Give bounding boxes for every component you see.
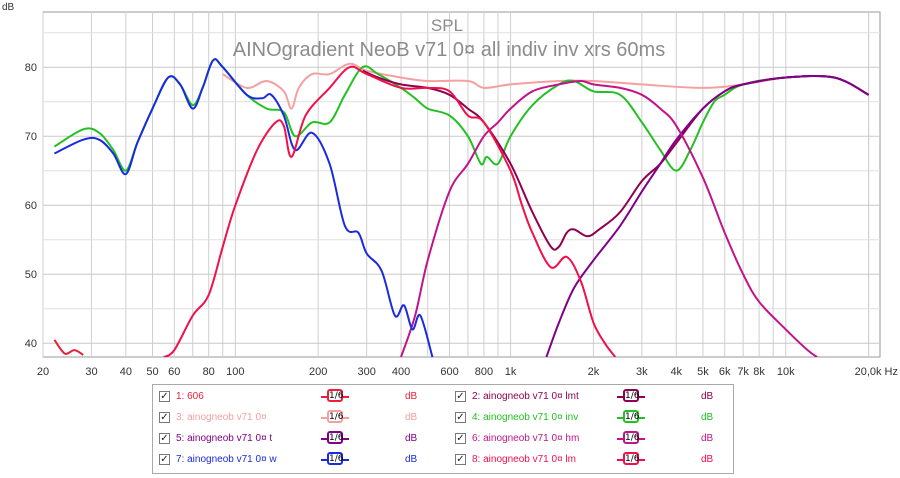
smoothing-button[interactable]: 1/6 <box>617 410 645 424</box>
x-axis: 20 30 40 50 60 80 100 200 300 400 600 800 1k 2k 3k 4k 5k… <box>37 366 898 378</box>
legend-item[interactable]: ✓ 4: ainogneob v71 0¤ inv 1/6 dB <box>455 409 735 427</box>
smoothing-label: 1/6 <box>327 410 344 423</box>
smoothing-label: 1/6 <box>623 389 640 402</box>
legend-label: 7: ainogneob v71 0¤ w <box>176 454 277 465</box>
legend-unit: dB <box>405 412 418 423</box>
legend: ✓ 1: 606 1/6 dB ✓ 2: ainogneob v71 0¤ lmt 1/6 d… <box>152 384 734 474</box>
y-tick-label: 80 <box>25 62 37 74</box>
smoothing-label: 1/6 <box>623 452 640 465</box>
legend-label: 1: 606 <box>176 391 204 402</box>
legend-checkbox[interactable]: ✓ <box>159 433 170 444</box>
x-tick-label: 50 <box>146 366 158 378</box>
legend-label: 4: ainogneob v71 0¤ inv <box>472 412 579 423</box>
legend-checkbox[interactable]: ✓ <box>159 454 170 465</box>
legend-checkbox[interactable]: ✓ <box>455 454 466 465</box>
legend-checkbox[interactable]: ✓ <box>159 391 170 402</box>
y-axis-label: dB <box>2 2 15 13</box>
legend-unit: dB <box>701 433 714 444</box>
plot-frame <box>42 11 881 358</box>
x-tick-label: 5k <box>697 366 709 378</box>
legend-checkbox[interactable]: ✓ <box>455 433 466 444</box>
x-tick-label: 60 <box>168 366 180 378</box>
series-line <box>163 65 617 357</box>
grid <box>42 12 880 357</box>
series-line <box>53 339 84 356</box>
legend-item[interactable]: ✓ 5: ainogneob v71 0¤ t 1/6 dB <box>159 430 439 448</box>
legend-label: 8: ainogneob v71 0¤ lm <box>472 454 576 465</box>
smoothing-button[interactable]: 1/6 <box>321 410 349 424</box>
x-tick-label: 30 <box>85 366 97 378</box>
smoothing-button[interactable]: 1/6 <box>321 452 349 466</box>
x-tick-label: 300 <box>357 366 375 378</box>
series-line <box>53 58 434 357</box>
smoothing-label: 1/6 <box>623 410 640 423</box>
x-tick-label: 200 <box>309 366 327 378</box>
legend-item[interactable]: ✓ 6: ainogneob v71 0¤ hm 1/6 dB <box>455 430 735 448</box>
y-tick-label: 40 <box>25 338 37 350</box>
x-tick-label: 100 <box>226 366 244 378</box>
x-tick-label: 20 <box>37 366 49 378</box>
x-tick-label: 7k <box>737 366 749 378</box>
x-tick-label: 20,0k Hz <box>855 366 898 378</box>
legend-item[interactable]: ✓ 1: 606 1/6 dB <box>159 388 439 406</box>
smoothing-button[interactable]: 1/6 <box>617 452 645 466</box>
legend-unit: dB <box>405 391 418 402</box>
legend-label: 3: ainogneob v71 0¤ <box>176 412 267 423</box>
y-tick-label: 50 <box>25 269 37 281</box>
legend-label: 6: ainogneob v71 0¤ hm <box>472 433 580 444</box>
y-tick-label: 70 <box>25 131 37 143</box>
legend-unit: dB <box>405 433 418 444</box>
x-tick-label: 10k <box>777 366 795 378</box>
y-tick-label: 60 <box>25 200 37 212</box>
x-tick-label: 80 <box>203 366 215 378</box>
x-tick-label: 1k <box>505 366 517 378</box>
series-group <box>53 58 870 357</box>
x-tick-label: 600 <box>440 366 458 378</box>
legend-item[interactable]: ✓ 2: ainogneob v71 0¤ lmt 1/6 dB <box>455 388 735 406</box>
x-tick-label: 3k <box>636 366 648 378</box>
smoothing-label: 1/6 <box>327 431 344 444</box>
x-tick-label: 8k <box>753 366 765 378</box>
smoothing-button[interactable]: 1/6 <box>321 389 349 403</box>
smoothing-label: 1/6 <box>623 431 640 444</box>
legend-checkbox[interactable]: ✓ <box>455 391 466 402</box>
smoothing-label: 1/6 <box>327 389 344 402</box>
y-axis: 40 50 60 70 80 <box>25 62 37 350</box>
x-tick-label: 6k <box>719 366 731 378</box>
smoothing-label: 1/6 <box>327 452 344 465</box>
legend-unit: dB <box>701 391 714 402</box>
legend-label: 5: ainogneob v71 0¤ t <box>176 433 273 444</box>
chart-title: SPL <box>431 16 463 35</box>
legend-item[interactable]: ✓ 8: ainogneob v71 0¤ lm 1/6 dB <box>455 451 735 469</box>
spl-chart: 40 50 60 70 80 20 30 40 50 60 80 100 200 300 400 600 80… <box>2 2 898 378</box>
legend-item[interactable]: ✓ 7: ainogneob v71 0¤ w 1/6 dB <box>159 451 439 469</box>
series-line <box>545 74 870 357</box>
smoothing-button[interactable]: 1/6 <box>617 431 645 445</box>
legend-label: 2: ainogneob v71 0¤ lmt <box>472 391 579 402</box>
x-tick-label: 40 <box>120 366 132 378</box>
legend-item[interactable]: ✓ 3: ainogneob v71 0¤ 1/6 dB <box>159 409 439 427</box>
smoothing-button[interactable]: 1/6 <box>617 389 645 403</box>
x-tick-label: 2k <box>588 366 600 378</box>
legend-unit: dB <box>405 454 418 465</box>
chart-subtitle: AINOgradient NeoB v71 0¤ all indiv inv x… <box>233 39 665 61</box>
x-tick-label: 400 <box>392 366 410 378</box>
legend-unit: dB <box>701 412 714 423</box>
series-line <box>400 80 818 357</box>
series-line <box>222 62 870 110</box>
x-tick-label: 4k <box>670 366 682 378</box>
legend-unit: dB <box>701 454 714 465</box>
legend-checkbox[interactable]: ✓ <box>455 412 466 423</box>
legend-checkbox[interactable]: ✓ <box>159 412 170 423</box>
x-tick-label: 800 <box>475 366 493 378</box>
smoothing-button[interactable]: 1/6 <box>321 431 349 445</box>
